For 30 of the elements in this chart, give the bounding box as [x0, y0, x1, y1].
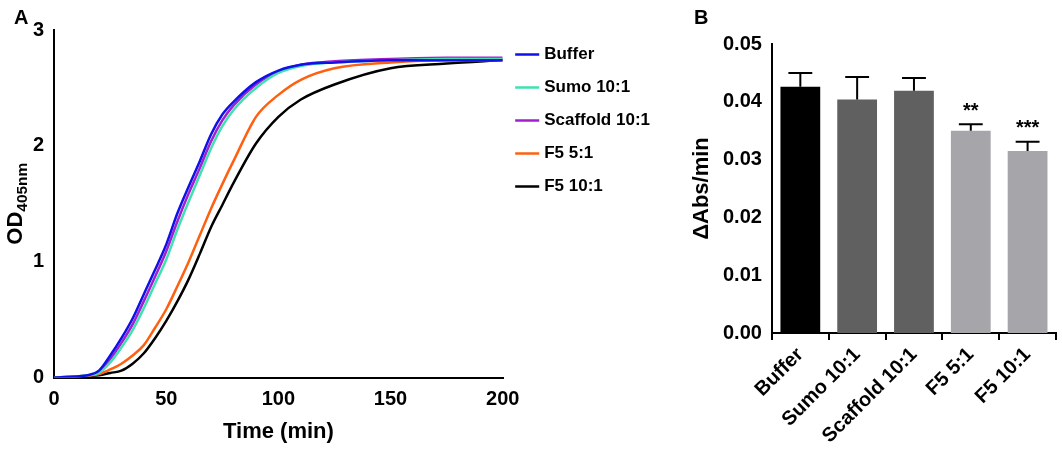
chart-title: B	[694, 5, 709, 28]
y-tick-label: 3	[33, 17, 45, 40]
annotation: ***	[1015, 116, 1040, 139]
y-axis-title: ΔAbs/min	[688, 137, 714, 240]
x-tick-label: 0	[48, 387, 60, 410]
y-tick-label: 0.03	[722, 147, 762, 170]
bar	[1007, 150, 1048, 334]
y-tick-label: 0.05	[722, 31, 762, 54]
bar	[950, 130, 991, 334]
chart-title: A	[14, 5, 29, 28]
x-tick-label: 200	[486, 387, 520, 410]
bar	[894, 90, 934, 334]
legend-label: Buffer	[544, 44, 595, 64]
legend-label: F5 10:1	[544, 176, 603, 196]
y-axis-title: OD405nm	[2, 162, 30, 245]
bar	[837, 99, 878, 334]
legend-label: Scaffold 10:1	[544, 110, 650, 130]
y-tick-label: 1	[33, 249, 45, 272]
annotation: **	[962, 98, 979, 121]
y-tick-label: 0.02	[722, 204, 762, 227]
y-tick-label: 2	[33, 133, 45, 156]
x-tick-label: 150	[373, 387, 408, 410]
legend-label: F5 5:1	[544, 143, 594, 163]
x-tick-label: 50	[155, 387, 178, 410]
y-tick-label: 0.04	[722, 89, 763, 112]
x-tick-label: 100	[261, 387, 296, 410]
x-axis-title: Time (min)	[222, 417, 334, 443]
legend-label: Sumo 10:1	[544, 77, 631, 97]
y-tick-label: 0.00	[722, 320, 762, 343]
y-tick-label: 0.01	[722, 262, 762, 285]
